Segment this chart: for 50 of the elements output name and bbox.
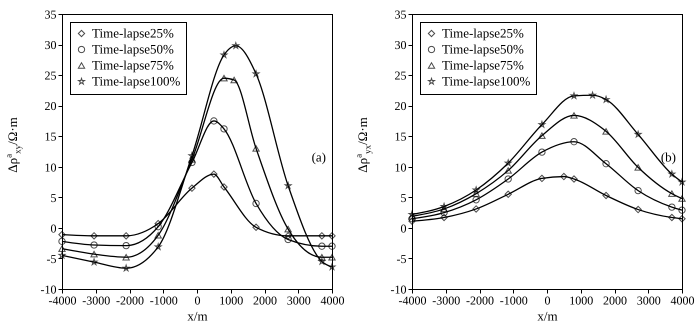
y-tick-label: 15 [44, 130, 56, 144]
y-tick-label: -10 [390, 282, 406, 296]
y-tick-label: 30 [394, 38, 406, 52]
y-tick-label: 0 [50, 221, 56, 236]
legend-label: Time-lapse25% [442, 26, 524, 40]
legend-label: Time-lapse50% [92, 42, 174, 56]
y-tick-label: 5 [400, 190, 406, 205]
y-tick-label: 25 [44, 68, 56, 83]
x-tick-label: -2000 [116, 294, 144, 308]
legend-label: Time-lapse50% [442, 42, 524, 56]
x-tick-label: -1000 [150, 294, 178, 308]
legend-label: Time-lapse75% [442, 58, 524, 72]
y-tick-label: 5 [50, 190, 56, 205]
y-tick-label: -5 [46, 252, 56, 266]
y-tick-label: 10 [394, 160, 406, 174]
y-tick-label: 20 [44, 99, 56, 114]
x-tick-label: -1000 [500, 294, 528, 308]
x-tick-label: 4000 [670, 294, 694, 308]
x-axis-title: x/m [187, 308, 208, 324]
y-tick-label: 25 [394, 68, 406, 83]
x-tick-label: 3000 [636, 294, 661, 308]
legend-label: Time-lapse75% [92, 58, 174, 72]
x-axis-title: x/m [537, 308, 558, 324]
x-tick-label: 2000 [253, 294, 277, 308]
legend-label: Time-lapse100% [92, 74, 181, 88]
y-tick-label: 15 [394, 130, 406, 144]
annotation: (b) [660, 150, 676, 164]
y-tick-label: 30 [44, 38, 56, 52]
x-tick-label: -4000 [398, 294, 426, 308]
legend-label: Time-lapse100% [442, 74, 531, 88]
x-tick-label: 2000 [603, 294, 627, 308]
y-tick-label: 35 [394, 8, 406, 22]
annotation: (a) [312, 150, 326, 164]
x-tick-label: -3000 [432, 294, 460, 308]
y-tick-label: 35 [44, 8, 56, 22]
x-tick-label: 1000 [569, 294, 594, 308]
x-tick-label: 4000 [320, 294, 344, 308]
x-tick-label: 1000 [219, 294, 244, 308]
x-tick-label: 0 [194, 294, 200, 308]
x-tick-label: 3000 [286, 294, 311, 308]
x-tick-label: 0 [544, 294, 550, 308]
x-tick-label: -2000 [466, 294, 494, 308]
y-tick-label: 10 [44, 160, 56, 174]
x-tick-label: -4000 [48, 294, 76, 308]
legend-label: Time-lapse25% [92, 26, 174, 40]
y-tick-label: -5 [396, 252, 406, 266]
y-tick-label: 0 [400, 221, 406, 236]
y-tick-label: -10 [40, 282, 56, 296]
y-tick-label: 20 [394, 99, 406, 114]
x-tick-label: -3000 [82, 294, 110, 308]
